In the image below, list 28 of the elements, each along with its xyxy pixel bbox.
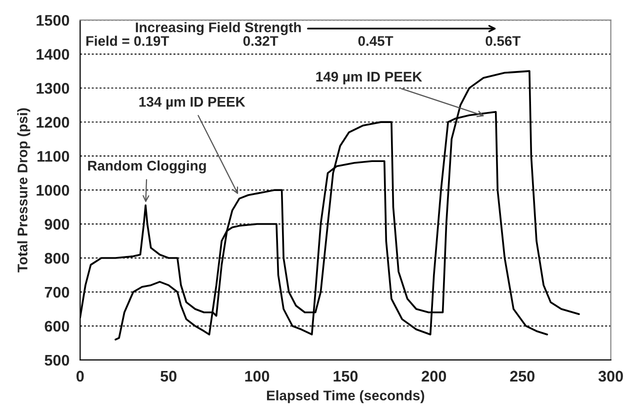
y-tick-label: 1500 bbox=[36, 14, 70, 26]
annotation: 0.45T bbox=[358, 36, 394, 46]
y-tick-label: 700 bbox=[44, 286, 70, 298]
y-tick-label: 1200 bbox=[36, 116, 70, 128]
annotation: 134 µm ID PEEK bbox=[139, 96, 246, 110]
y-axis-title: Total Pressure Drop (psi) bbox=[17, 108, 30, 272]
y-tick-label: 1400 bbox=[36, 48, 70, 60]
y-tick-label: 1100 bbox=[38, 150, 70, 162]
annotation: Increasing Field Strength bbox=[136, 22, 301, 36]
annotation: 0.32T bbox=[243, 36, 278, 46]
y-tick-label: 800 bbox=[44, 252, 70, 264]
x-tick-label: 200 bbox=[422, 370, 446, 382]
y-tick-label: 1300 bbox=[36, 82, 70, 94]
y-tick-label: 1000 bbox=[36, 184, 70, 196]
y-tick-label: 500 bbox=[44, 354, 70, 366]
x-tick-label: 300 bbox=[598, 370, 623, 382]
y-tick-label: 600 bbox=[44, 320, 70, 332]
x-tick-label: 100 bbox=[245, 370, 270, 382]
x-axis-title: Elapsed Time (seconds) bbox=[267, 390, 424, 404]
x-tick-label: 0 bbox=[76, 370, 84, 382]
x-tick-label: 250 bbox=[510, 370, 534, 382]
x-tick-label: 50 bbox=[160, 370, 176, 382]
annotation: 149 µm ID PEEK bbox=[316, 72, 422, 84]
annotation: Field = 0.19T bbox=[86, 36, 170, 46]
annotation: Random Clogging bbox=[88, 160, 206, 174]
x-tick-label: 150 bbox=[334, 370, 358, 382]
annotation: 0.56T bbox=[486, 36, 521, 46]
y-tick-label: 900 bbox=[44, 218, 70, 230]
